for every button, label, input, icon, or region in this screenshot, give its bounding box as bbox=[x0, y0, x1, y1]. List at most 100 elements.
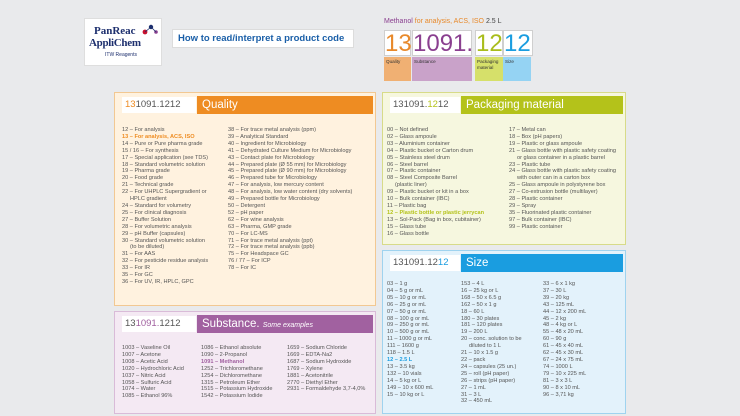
list-item: 30 – Standard volumetric solution bbox=[122, 237, 206, 244]
list-item: 39 – 20 kg bbox=[543, 294, 570, 301]
list-item: 96 – 3,71 kg bbox=[543, 391, 574, 398]
list-item: (plastic liner) bbox=[395, 182, 427, 189]
list-item: 45 – Prepared plate (Ø 90 mm) for Microb… bbox=[228, 168, 347, 175]
list-item: 21 – Glass bottle with plastic safety co… bbox=[509, 147, 616, 154]
list-item: 1085 – Ethanol 96% bbox=[122, 393, 173, 400]
list-item: 21 – Technical grade bbox=[122, 182, 174, 189]
list-item: 03 – Aluminium container bbox=[387, 140, 450, 147]
size-title: Size bbox=[461, 254, 623, 272]
list-item: 26 – strips (pH paper) bbox=[461, 377, 516, 384]
list-item: 180 – 30 plates bbox=[461, 315, 500, 322]
list-item: 60 – 90 g bbox=[543, 336, 567, 343]
list-item: 08 – 100 g or mL bbox=[387, 315, 430, 322]
list-item: 35 – Fluorinated plastic container bbox=[509, 209, 592, 216]
substance-code: 131091.1212 bbox=[122, 316, 196, 332]
list-item: 17 – Special application (see TDS) bbox=[122, 154, 209, 161]
list-item: 43 – Contact plate for Microbiology bbox=[228, 154, 315, 161]
list-item: 04 – 5 g or mL bbox=[387, 287, 424, 294]
example-digits-size: 12 bbox=[503, 30, 533, 57]
list-item: 15 / 16 – For synthesis bbox=[122, 147, 179, 154]
list-item: 29 – Spray bbox=[509, 202, 537, 209]
list-item: 19 – Plastic or glass ampoule bbox=[509, 140, 583, 147]
list-item: 76 / 77 – For ICP bbox=[228, 258, 271, 265]
substance-code-prefix: 13 bbox=[125, 318, 136, 329]
substance-title-text: Substance. bbox=[202, 318, 260, 330]
packaging-title: Packaging material bbox=[461, 96, 623, 114]
quality-code-highlight: 13 bbox=[125, 99, 136, 110]
size-panel: 131091.1212 Size 03 – 1 g 04 – 5 g or mL 0… bbox=[382, 250, 626, 414]
list-item: 111 – 1600 g bbox=[387, 343, 419, 350]
list-item: 39 – Analytical Standard bbox=[228, 133, 289, 140]
list-item: 71 – For trace metal analysis (ppt) bbox=[228, 237, 313, 244]
list-item: 1659 – Sodium Chloride bbox=[287, 345, 348, 351]
list-item: 38 – For trace metal analysis (ppm) bbox=[228, 127, 316, 133]
substance-list-col3: 1659 – Sodium Chloride 1669 – EDTA-Na2 168… bbox=[287, 345, 365, 393]
list-item: 12 – 2.5 L bbox=[387, 356, 413, 363]
list-item: 1881 – Acetonitrile bbox=[287, 372, 334, 379]
legend-swatch-size: Size bbox=[503, 57, 531, 81]
list-item: 44 – Prepared plate (Ø 55 mm) for Microb… bbox=[228, 161, 347, 168]
list-item: 1086 – Ethanol absolute bbox=[201, 345, 262, 351]
list-item: 62 – For wine analysis bbox=[228, 216, 284, 223]
list-item: 162 – 50 x 1 g bbox=[461, 301, 497, 308]
how-to-read-heading: How to read/interpret a product code bbox=[172, 29, 354, 48]
list-item: 14 – 5 kg or L bbox=[387, 377, 422, 384]
example-digits-quality: 13 bbox=[384, 30, 412, 57]
list-item: 1515 – Potassium Hydroxide bbox=[201, 386, 273, 393]
packaging-code-highlight: 12 bbox=[427, 99, 438, 110]
list-item: 2931 – Formaldehyde 3,7-4,0% bbox=[287, 386, 366, 393]
list-item: 46 – Prepared tube for Microbiology bbox=[228, 175, 317, 182]
list-item: 118 – 1.5 L bbox=[387, 350, 415, 357]
example-digits-substance: 1091. bbox=[412, 30, 474, 57]
legend-label-packaging: Packaging material bbox=[477, 59, 499, 70]
list-item: 24 – Glass bottle with plastic safety co… bbox=[509, 168, 616, 175]
packaging-code: 131091.1212 bbox=[390, 97, 460, 113]
substance-code-suffix: 1212 bbox=[159, 318, 181, 329]
list-item: 79 – 10 x 225 mL bbox=[543, 370, 587, 377]
substance-code-highlight: 1091. bbox=[135, 318, 160, 329]
list-item: 03 – 1 g bbox=[387, 281, 408, 287]
list-item: 70 – For LC-MS bbox=[228, 230, 268, 237]
list-item: 17 – Metal can bbox=[509, 127, 546, 133]
list-item: 1007 – Acetone bbox=[122, 351, 161, 358]
list-item: 1542 – Potassium Iodide bbox=[201, 393, 263, 400]
list-item: 99 – Plastic container bbox=[509, 223, 563, 230]
list-item: 1687 – Sodium Hydroxide bbox=[287, 358, 352, 365]
list-item: 10 – Bulk container (IBC) bbox=[387, 196, 450, 203]
list-item: 18 – 60 L bbox=[461, 308, 485, 315]
list-item: 25 – Glass ampoule in polystyrene box bbox=[509, 182, 606, 189]
list-item: diluted to 1 L bbox=[469, 343, 502, 350]
list-item: 27 – Co-extrusion bottle (multilayer) bbox=[509, 189, 598, 196]
packaging-code-prefix: 131091. bbox=[393, 99, 428, 110]
packaging-panel: 131091.1212 Packaging material 00 – Not … bbox=[382, 92, 626, 245]
example-digits-packaging: 12 bbox=[475, 30, 503, 57]
list-item: 47 – For analysis, low mercury content bbox=[228, 182, 324, 189]
quality-code-rest: 1091.1212 bbox=[135, 99, 181, 110]
list-item: 00 – Not defined bbox=[387, 127, 429, 133]
size-list-col1: 03 – 1 g 04 – 5 g or mL 05 – 10 g or mL 06 … bbox=[387, 281, 433, 398]
substance-list-col1: 1003 – Vaseline Oil 1007 – Acetone 1008 – … bbox=[122, 345, 184, 400]
list-item: 32 – 450 mL bbox=[461, 398, 493, 405]
list-item: 25 – roll (pH paper) bbox=[461, 370, 510, 377]
list-item: 15 – Glass tube bbox=[387, 223, 427, 230]
list-item: with outer can in a carton box bbox=[517, 175, 591, 182]
list-item: 72 – For trace metal analysis (ppb) bbox=[228, 244, 315, 251]
quality-list-left: 12 – For analysis 13 – For analysis, ACS,… bbox=[122, 127, 208, 286]
list-item: 28 – For volumetric analysis bbox=[122, 223, 192, 230]
legend-swatch-quality: Quality bbox=[384, 57, 411, 81]
list-item: 13 – For analysis, ACS, ISO bbox=[122, 133, 195, 140]
list-item: 37 – 30 L bbox=[543, 287, 567, 294]
list-item: 1769 – Xylene bbox=[287, 365, 323, 372]
list-item: 24 – Standard for volumetry bbox=[122, 202, 192, 209]
list-item: 28 – Plastic container bbox=[509, 196, 563, 203]
list-item: 1008 – Acetic Acid bbox=[122, 358, 168, 365]
list-item: 97 – Bulk container (IBC) bbox=[509, 216, 572, 223]
list-item: 19 – 200 L bbox=[461, 329, 488, 336]
quality-panel: 131091.1212 Quality 12 – For analysis 13 … bbox=[114, 92, 376, 306]
list-item: 11 – 1000 g or mL bbox=[387, 336, 432, 343]
list-item: 25 – For clinical diagnosis bbox=[122, 209, 187, 216]
list-item: 1037 – Nitric Acid bbox=[122, 372, 166, 379]
list-item: 02 – Glass ampoule bbox=[387, 133, 437, 140]
example-product-title: Methanol for analysis, ACS, ISO 2.5 L bbox=[384, 18, 502, 25]
logo-brand-line1: PanReac bbox=[94, 25, 136, 37]
